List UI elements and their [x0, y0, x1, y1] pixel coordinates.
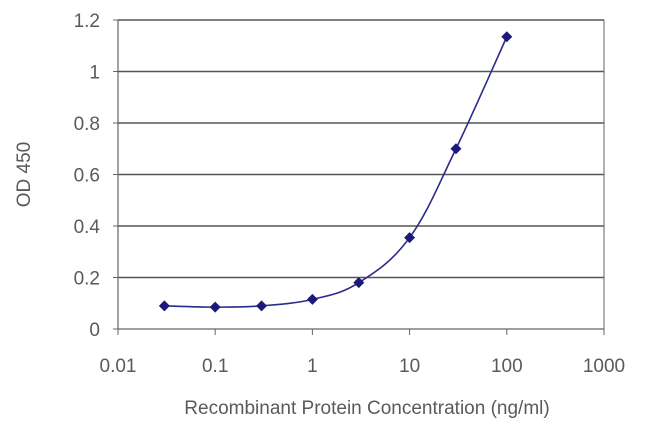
- y-tick-label: 1: [89, 63, 100, 84]
- series-fit-line: [164, 36, 508, 308]
- x-tick-labels: 0.01 0.1 1 10 100 1000: [100, 356, 626, 377]
- data-points: [158, 31, 513, 313]
- y-tick-label: 0: [89, 320, 100, 341]
- grid-lines: [118, 19, 604, 279]
- data-point-diamond: [353, 277, 365, 289]
- data-point-diamond: [306, 293, 318, 305]
- x-tick-label: 0.1: [202, 356, 228, 377]
- y-tick-label: 0.2: [74, 269, 100, 290]
- data-point-diamond: [158, 300, 170, 312]
- x-tick-label: 100: [491, 356, 523, 377]
- data-point-diamond: [209, 301, 221, 313]
- data-point-diamond: [450, 143, 462, 155]
- x-tick-label: 10: [399, 356, 420, 377]
- y-tick-label: 1.2: [74, 11, 100, 32]
- data-point-diamond: [501, 31, 513, 43]
- y-tick-labels: 0 0.2 0.4 0.6 0.8 1 1.2: [74, 11, 101, 341]
- data-point-diamond: [256, 300, 268, 312]
- x-tick-label: 1: [307, 356, 318, 377]
- x-tick-label: 0.01: [100, 356, 137, 377]
- y-tick-label: 0.8: [74, 114, 100, 135]
- y-tick-label: 0.6: [74, 166, 100, 187]
- chart-axes: [113, 19, 605, 335]
- data-point-diamond: [404, 232, 416, 244]
- y-axis-title: OD 450: [14, 142, 35, 207]
- x-axis-title: Recombinant Protein Concentration (ng/ml…: [184, 398, 549, 419]
- y-tick-label: 0.4: [74, 217, 101, 238]
- x-tick-label: 1000: [583, 356, 625, 377]
